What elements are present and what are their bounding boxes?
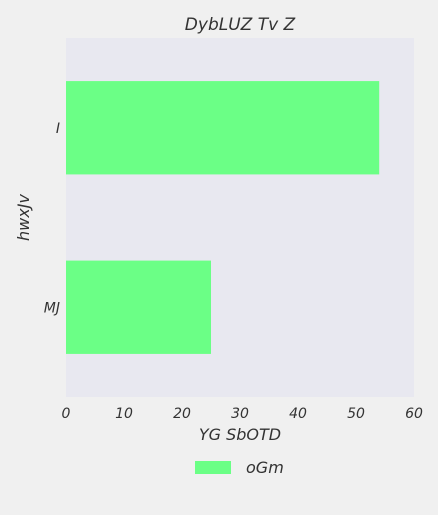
y-tick-labels: I MJ [44,121,60,317]
legend: oGm [195,458,284,477]
x-tick-label: 50 [347,406,365,422]
x-tick-labels: 0 10 20 30 40 50 60 [62,406,423,422]
bar-i [66,81,380,175]
bar-mj [66,260,211,354]
x-tick-label: 0 [62,406,71,422]
bars-group [66,81,380,354]
y-tick-label: MJ [44,300,60,316]
x-tick-label: 60 [405,406,423,422]
x-tick-label: 30 [231,406,249,422]
legend-label: oGm [246,458,284,477]
y-tick-label: I [56,121,60,137]
y-axis-label: hwxJv [14,194,33,241]
x-tick-label: 40 [289,406,307,422]
x-tick-label: 10 [115,406,133,422]
x-tick-label: 20 [173,406,191,422]
legend-swatch [195,461,231,474]
x-axis-label: YG SbOTD [199,425,281,444]
chart-title: DybLUZ Tv Z [185,15,296,35]
